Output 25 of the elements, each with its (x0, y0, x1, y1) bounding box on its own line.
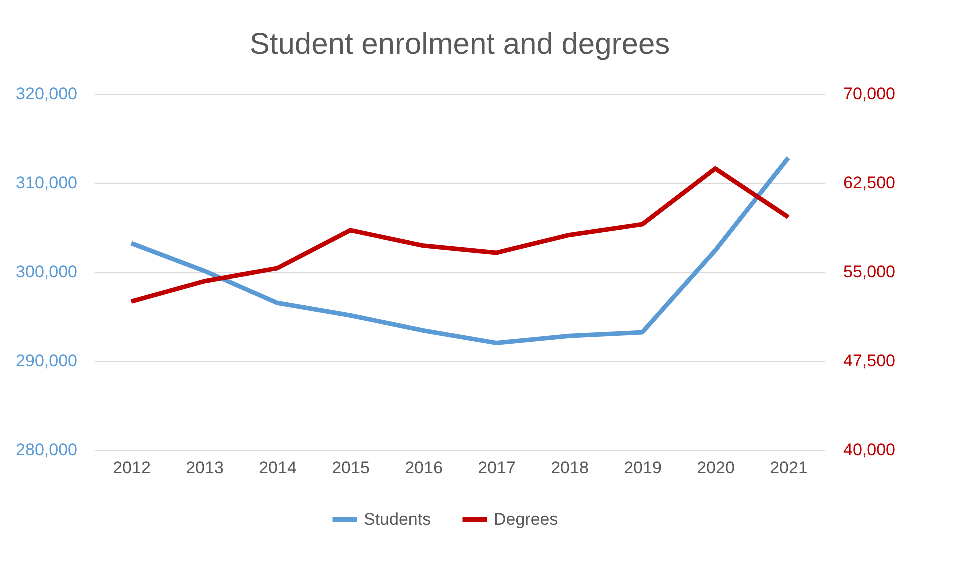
y2-tick-label: 47,500 (844, 352, 896, 370)
y-tick-label: 300,000 (16, 262, 78, 282)
line-series (129, 156, 791, 346)
x-tick-label: 2012 (113, 458, 151, 478)
legend-label: Degrees (494, 510, 558, 529)
x-tick-label: 2019 (624, 458, 662, 478)
chart-title: Student enrolment and degrees (250, 28, 670, 61)
line-series (129, 166, 791, 304)
x-tick-label: 2018 (551, 458, 589, 478)
y-tick-label: 280,000 (16, 440, 78, 460)
x-tick-label: 2021 (770, 458, 808, 478)
y-tick-label: 320,000 (16, 84, 78, 104)
x-tick-label: 2017 (478, 458, 516, 478)
legend-label: Students (364, 510, 432, 529)
x-tick-label: 2015 (332, 458, 370, 478)
x-tick-label: 2016 (405, 458, 443, 478)
y2-tick-label: 55,000 (844, 262, 896, 282)
x-tick-label: 2013 (186, 458, 224, 478)
y2-tick-label: 62,500 (844, 174, 896, 192)
y-tick-label: 310,000 (16, 174, 78, 192)
x-tick-label: 2014 (259, 458, 297, 478)
x-tick-label: 2020 (697, 458, 735, 478)
y2-tick-label: 40,000 (844, 440, 896, 460)
y2-tick-label: 70,000 (844, 84, 896, 104)
y-tick-label: 290,000 (16, 352, 78, 370)
